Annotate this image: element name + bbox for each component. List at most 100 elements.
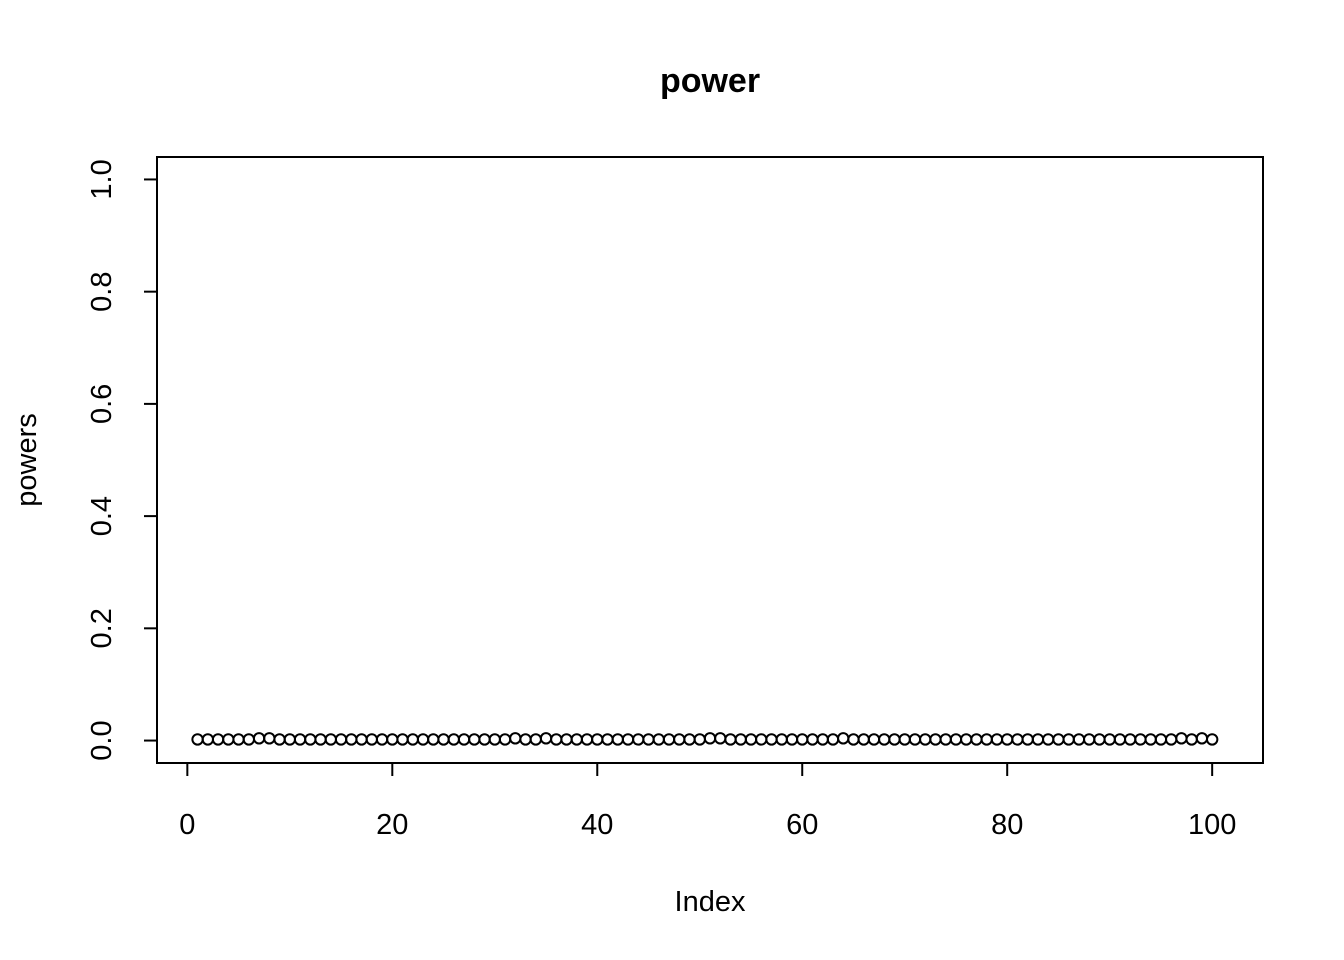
plot-frame <box>156 156 1264 764</box>
data-point <box>1082 733 1096 746</box>
y-axis-title: powers <box>11 413 43 507</box>
data-point <box>765 733 778 746</box>
data-point <box>386 733 399 746</box>
data-point <box>273 733 286 746</box>
data-point <box>416 733 430 746</box>
y-tick-label: 0.8 <box>86 272 118 312</box>
data-point <box>1195 732 1209 745</box>
data-point <box>406 733 419 746</box>
data-point <box>1103 733 1116 746</box>
data-point <box>488 733 501 746</box>
data-point <box>365 733 379 746</box>
data-point <box>324 733 338 746</box>
data-point <box>529 733 542 746</box>
data-point <box>1031 733 1045 746</box>
data-point <box>744 733 758 746</box>
data-points <box>191 732 1219 746</box>
data-point <box>314 733 327 746</box>
chart-title: power <box>660 62 760 100</box>
data-point <box>539 732 553 745</box>
data-point <box>478 733 491 746</box>
data-point <box>785 733 799 746</box>
data-point <box>949 733 963 746</box>
data-point <box>908 733 922 746</box>
data-point <box>1123 733 1137 746</box>
data-point <box>919 733 932 746</box>
data-point <box>283 733 297 746</box>
data-point <box>468 733 481 746</box>
data-point <box>560 733 573 746</box>
data-point <box>437 733 450 746</box>
data-point <box>1113 733 1127 746</box>
data-point <box>1062 733 1075 746</box>
data-point <box>878 733 891 746</box>
data-point <box>867 733 881 746</box>
x-axis-title: Index <box>675 886 746 918</box>
data-point <box>857 733 870 746</box>
data-point <box>591 733 604 746</box>
data-point <box>1144 733 1157 746</box>
data-point <box>683 733 696 746</box>
data-point <box>806 733 819 746</box>
data-point <box>191 733 204 746</box>
data-point <box>990 733 1004 746</box>
data-point <box>621 733 635 746</box>
data-point <box>980 733 993 746</box>
data-point <box>775 733 788 746</box>
data-point <box>1093 733 1106 746</box>
data-point <box>601 733 614 746</box>
data-point <box>1011 733 1024 746</box>
x-tick-label: 60 <box>786 809 818 841</box>
data-point <box>201 733 215 746</box>
data-point <box>662 733 676 746</box>
data-point <box>714 732 727 745</box>
data-point <box>211 733 225 746</box>
y-tick-label: 0.0 <box>86 720 118 760</box>
data-point <box>837 732 850 745</box>
data-point <box>263 732 276 745</box>
data-point <box>293 733 307 746</box>
data-point <box>816 733 829 746</box>
data-point <box>1205 733 1219 746</box>
data-point <box>1041 733 1055 746</box>
data-point <box>509 732 522 745</box>
y-tick-label: 0.2 <box>86 608 118 648</box>
data-point <box>724 733 737 746</box>
data-point <box>960 733 973 746</box>
data-point <box>755 733 768 746</box>
data-point <box>457 733 471 746</box>
x-tick-label: 40 <box>581 809 613 841</box>
data-point <box>642 733 655 746</box>
y-tick-label: 0.4 <box>86 496 118 536</box>
data-point <box>355 733 368 746</box>
x-tick-label: 20 <box>376 809 408 841</box>
data-point <box>1072 733 1086 746</box>
y-tick-label: 0.6 <box>86 384 118 424</box>
x-tick-label: 80 <box>991 809 1023 841</box>
data-point <box>498 733 512 746</box>
data-point <box>734 733 747 746</box>
data-point <box>1021 733 1034 746</box>
data-point <box>1164 733 1178 746</box>
x-tick-label: 0 <box>179 809 195 841</box>
x-tick-label: 100 <box>1188 809 1236 841</box>
data-point <box>232 733 245 746</box>
data-point <box>888 733 901 746</box>
data-point <box>375 733 389 746</box>
data-point <box>611 733 624 746</box>
data-point <box>847 733 860 746</box>
data-point <box>1154 733 1168 746</box>
data-point <box>570 733 583 746</box>
data-point <box>1175 732 1188 745</box>
data-point <box>970 733 983 746</box>
data-point <box>898 733 911 746</box>
y-axis: 0.0 0.2 0.4 0.6 0.8 1.0 <box>86 159 158 761</box>
data-point <box>396 733 409 746</box>
data-point <box>222 733 235 746</box>
data-point <box>929 733 942 746</box>
data-point <box>632 733 645 746</box>
data-point <box>580 733 594 746</box>
data-point <box>826 733 840 746</box>
x-axis: 0 20 40 60 80 100 <box>179 762 1236 841</box>
